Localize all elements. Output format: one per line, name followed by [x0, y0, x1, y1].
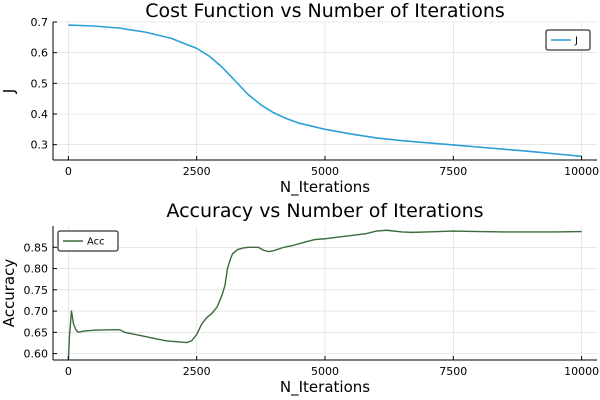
legend: Acc	[57, 230, 119, 252]
x-tick-label: 2500	[183, 165, 211, 178]
y-tick-label: 0.6	[31, 47, 49, 60]
chart-title: Cost Function vs Number of Iterations	[145, 0, 505, 22]
grid	[53, 21, 597, 160]
y-tick-label: 0.60	[24, 348, 49, 361]
y-tick-label: 0.85	[24, 241, 49, 254]
legend: J	[545, 29, 591, 51]
x-axis-label: N_Iterations	[280, 378, 370, 397]
x-tick-label: 2500	[183, 365, 211, 378]
series-line-j	[68, 24, 582, 158]
x-tick-label: 10000	[564, 165, 599, 178]
x-tick-label: 0	[65, 165, 72, 178]
legend-box	[57, 230, 119, 252]
chart-title: Accuracy vs Number of Iterations	[166, 200, 483, 222]
y-tick-label: 0.5	[31, 77, 49, 90]
x-axis-label: N_Iterations	[280, 178, 370, 197]
y-axis-label: J	[0, 89, 18, 94]
y-tick-label: 0.65	[24, 326, 49, 339]
y-tick-label: 0.4	[31, 108, 49, 121]
chart-1: 0 2500 5000 7500 10000 0.3 0.4 0.5 0.6 0.7 Cost Fu…	[0, 0, 599, 197]
y-axis-label: Accuracy	[0, 259, 18, 328]
y-tick-label: 0.70	[24, 305, 49, 318]
y-tick-label: 0.80	[24, 263, 49, 276]
x-tick-label: 7500	[439, 365, 467, 378]
legend-label: J	[574, 36, 578, 47]
x-tick-label: 0	[65, 365, 72, 378]
x-tick-label: 10000	[564, 365, 599, 378]
y-tick-label: 0.7	[31, 16, 49, 29]
x-tick-label: 5000	[311, 365, 339, 378]
y-tick-label: 0.75	[24, 284, 49, 297]
series-line-acc	[67, 229, 582, 360]
x-tick-label: 7500	[439, 165, 467, 178]
x-tick-label: 5000	[311, 165, 339, 178]
grid	[53, 226, 597, 360]
legend-label: Acc	[87, 237, 105, 248]
y-tick-label: 0.3	[31, 139, 49, 152]
chart-2: 0 2500 5000 7500 10000 0.60 0.65 0.70 0.75 0.80 0.…	[0, 200, 599, 397]
